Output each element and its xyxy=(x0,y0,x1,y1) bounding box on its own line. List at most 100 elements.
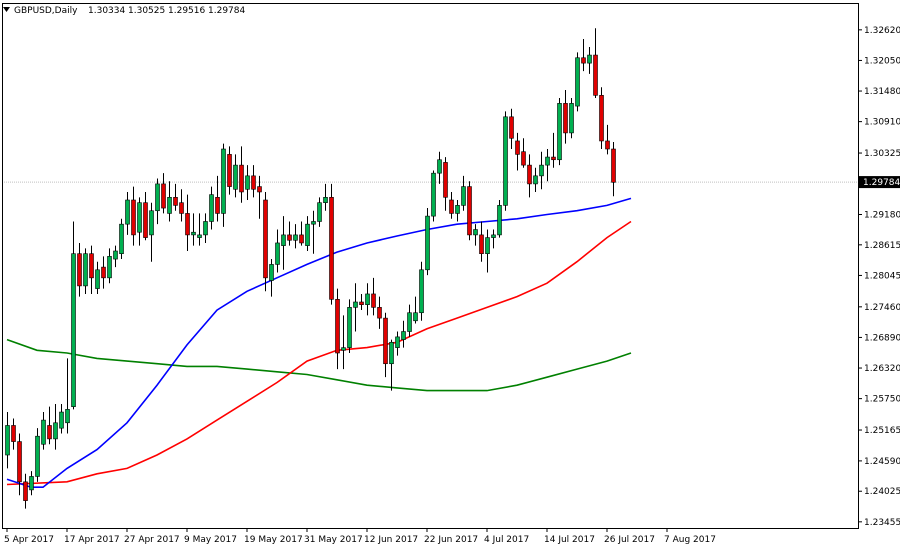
y-tick-label: 1.23455 xyxy=(864,518,900,528)
candle xyxy=(221,143,226,227)
current-price-badge xyxy=(859,176,900,189)
x-tick-label: 14 Jul 2017 xyxy=(544,535,595,545)
candle xyxy=(407,304,412,337)
candle xyxy=(287,221,292,246)
candle xyxy=(89,245,94,294)
candle xyxy=(113,245,118,268)
candle-body xyxy=(599,95,604,142)
candle xyxy=(275,229,280,273)
candle xyxy=(203,213,208,243)
candle xyxy=(131,186,136,246)
candle-body xyxy=(569,103,574,134)
candle xyxy=(593,28,598,99)
candle xyxy=(155,178,160,225)
candle xyxy=(47,406,52,445)
x-tick-label: 4 Jul 2017 xyxy=(484,535,529,545)
axes-layer: 1.32620 1.32050 1.31480 1.30910 1.30325 1.291… xyxy=(2,3,900,545)
candle-body xyxy=(323,197,328,203)
candle-body xyxy=(545,156,550,166)
x-tick-label: 31 May 2017 xyxy=(304,535,363,545)
candle-body xyxy=(611,148,616,183)
y-tick-label: 1.28615 xyxy=(864,241,900,251)
candle xyxy=(245,165,250,201)
candle xyxy=(341,315,346,370)
chart-header: GBPUSD,Daily 1.30334 1.30525 1.29516 1.2… xyxy=(3,6,245,16)
candle xyxy=(353,283,358,332)
candle-body xyxy=(365,293,370,305)
candle xyxy=(191,213,196,246)
candle xyxy=(491,229,496,249)
candle-body xyxy=(53,422,58,440)
candle xyxy=(335,288,340,370)
candle xyxy=(5,412,10,469)
candle-body xyxy=(281,234,286,246)
candle xyxy=(515,132,520,171)
candle-body xyxy=(215,197,220,214)
current-price-label: 1.29784 xyxy=(863,178,900,188)
candle-body xyxy=(233,164,238,190)
candle-body xyxy=(473,229,478,236)
candle xyxy=(611,142,616,197)
candle xyxy=(467,181,472,241)
candle-body xyxy=(353,301,358,308)
candle-body xyxy=(209,194,214,222)
candle xyxy=(527,154,532,198)
candle xyxy=(533,167,538,192)
candle xyxy=(167,181,172,222)
candle-body xyxy=(5,425,10,456)
candle xyxy=(263,191,268,292)
candle-body xyxy=(65,409,70,424)
candle-body xyxy=(515,140,520,155)
candle xyxy=(329,183,334,305)
candle xyxy=(281,216,286,270)
candle xyxy=(563,89,568,144)
candle-body xyxy=(113,250,118,260)
candle xyxy=(179,189,184,222)
candle-body xyxy=(347,307,352,348)
candle xyxy=(101,256,106,289)
candle-body xyxy=(227,154,232,187)
collapse-triangle-icon xyxy=(3,7,10,12)
candle-body xyxy=(299,234,304,244)
candle xyxy=(107,248,112,284)
candle xyxy=(83,248,88,294)
candle-body xyxy=(443,162,448,198)
candle xyxy=(323,183,328,211)
candle xyxy=(377,296,382,329)
candle-body xyxy=(95,269,100,289)
candle xyxy=(551,132,556,168)
candle xyxy=(479,221,484,262)
candle xyxy=(77,242,82,297)
candle xyxy=(509,108,514,150)
candle xyxy=(431,170,436,222)
y-tick-label: 1.31480 xyxy=(864,87,900,97)
candle-body xyxy=(77,253,82,287)
candle-body xyxy=(509,116,514,139)
candle xyxy=(461,175,466,211)
candle xyxy=(233,154,238,198)
candle-body xyxy=(551,156,556,161)
plot-frame xyxy=(2,3,859,529)
candle xyxy=(137,197,142,246)
candle-body xyxy=(101,266,106,279)
y-tick-label: 1.26890 xyxy=(864,333,900,343)
candle xyxy=(389,339,394,391)
candle-body xyxy=(47,425,52,440)
candle-body xyxy=(143,202,148,238)
x-tick-label: 22 Jun 2017 xyxy=(424,535,478,545)
candle-body xyxy=(581,57,586,64)
candle xyxy=(605,124,610,155)
candles-layer xyxy=(5,28,616,509)
candle xyxy=(539,151,544,190)
candle-body xyxy=(191,231,196,236)
candle-body xyxy=(185,213,190,236)
candle xyxy=(197,213,202,246)
candle xyxy=(125,191,130,235)
candle xyxy=(29,471,34,496)
y-tick-label: 1.25165 xyxy=(864,426,900,436)
candle xyxy=(305,216,310,252)
y-tick-label: 1.27460 xyxy=(864,303,900,313)
candle xyxy=(455,200,460,222)
candle-body xyxy=(497,205,502,236)
candle-body xyxy=(449,199,454,214)
